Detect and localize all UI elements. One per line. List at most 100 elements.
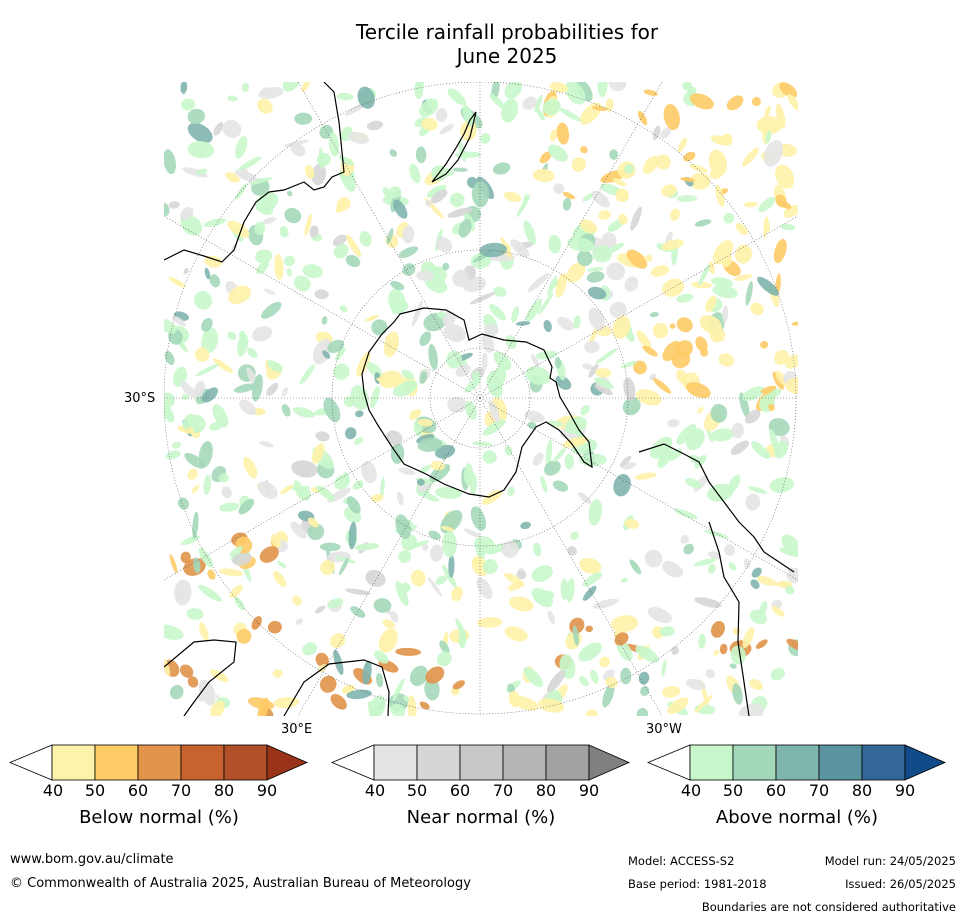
- probability-patch: [315, 652, 329, 668]
- probability-patch: [398, 550, 412, 563]
- probability-patch: [307, 517, 319, 528]
- probability-patch: [769, 477, 795, 493]
- probability-patch: [549, 82, 569, 93]
- probability-patch: [479, 242, 507, 258]
- probability-patch: [689, 164, 708, 173]
- probability-patch: [543, 319, 552, 333]
- probability-patch: [689, 93, 714, 110]
- probability-patch: [588, 307, 605, 331]
- probability-patch: [676, 293, 694, 303]
- probability-patch: [655, 154, 671, 170]
- probability-patch: [599, 656, 611, 668]
- probability-patch: [414, 82, 424, 99]
- probability-patch: [218, 473, 229, 483]
- tick-label: 60: [127, 781, 149, 800]
- probability-patch: [707, 563, 716, 574]
- probability-patch: [515, 321, 531, 326]
- probability-patch: [533, 542, 542, 557]
- probability-patch: [184, 452, 205, 469]
- probability-patch: [469, 292, 496, 305]
- probability-patch: [383, 331, 400, 358]
- probability-patch: [780, 223, 796, 231]
- probability-patch: [355, 410, 364, 418]
- probability-patch: [390, 703, 406, 716]
- probability-patch: [201, 327, 219, 354]
- probability-patch: [251, 616, 262, 630]
- probability-patch: [227, 95, 238, 102]
- above-normal-title: Above normal (%): [715, 807, 879, 828]
- probability-patch: [765, 130, 772, 144]
- probability-patch: [267, 620, 282, 634]
- probability-patch: [684, 477, 702, 489]
- probability-patch: [319, 124, 334, 139]
- probability-patch: [669, 208, 680, 221]
- probability-patch: [723, 212, 735, 224]
- probability-patch: [576, 82, 593, 102]
- model-run: Model run: 24/05/2025: [824, 854, 956, 868]
- probability-patch: [524, 410, 545, 423]
- probability-patch: [522, 96, 537, 110]
- probability-patch: [182, 167, 208, 178]
- tick-label: 40: [364, 781, 386, 800]
- colorbar-bin: [373, 744, 418, 781]
- probability-patch: [194, 290, 213, 310]
- probability-patch: [323, 397, 341, 423]
- probability-patch: [748, 486, 767, 494]
- probability-patch: [564, 453, 574, 470]
- probability-patch: [638, 671, 650, 685]
- tick-label: 50: [406, 781, 428, 800]
- probability-patch: [320, 559, 336, 576]
- probability-patch: [693, 558, 717, 567]
- probability-patch: [329, 633, 346, 649]
- probability-patch: [727, 474, 741, 494]
- probability-patch: [447, 207, 473, 218]
- probability-patch: [743, 201, 758, 208]
- probability-patch: [730, 645, 746, 665]
- probability-patch: [579, 557, 602, 574]
- probability-patch: [319, 542, 341, 552]
- probability-patch: [198, 584, 222, 602]
- probability-patch: [579, 219, 598, 234]
- probability-patch: [194, 347, 210, 362]
- probability-patch: [643, 89, 658, 96]
- lon-label-30w: 30°W: [646, 722, 682, 737]
- probability-patch: [344, 427, 357, 440]
- probability-patch: [587, 286, 607, 300]
- probability-patch: [366, 120, 384, 131]
- probability-patch: [540, 475, 548, 493]
- probability-patch: [168, 201, 180, 209]
- probability-patch: [259, 205, 274, 215]
- probability-patch: [630, 206, 642, 231]
- probability-patch: [257, 481, 278, 500]
- probability-patch: [744, 409, 761, 424]
- probability-patch: [704, 530, 730, 539]
- probability-patch: [750, 302, 764, 316]
- probability-patch: [657, 448, 673, 469]
- probability-patch: [187, 676, 199, 688]
- probability-patch: [730, 440, 750, 455]
- probability-patch: [198, 547, 213, 568]
- probability-patch: [577, 250, 593, 267]
- probability-patch: [251, 374, 263, 402]
- probability-patch: [435, 444, 456, 459]
- probability-patch: [371, 493, 384, 503]
- below-normal-ticks: 40 50 60 70 80 90: [9, 781, 309, 801]
- probability-patch: [169, 554, 178, 573]
- probability-patch: [446, 350, 462, 369]
- probability-patch: [425, 199, 432, 207]
- probability-patch: [419, 371, 428, 384]
- colorbar-bin: [861, 744, 906, 781]
- rainfall-probability-map: [164, 82, 798, 716]
- probability-patch: [547, 610, 556, 625]
- probability-patch: [545, 439, 553, 467]
- probability-patch: [634, 472, 657, 480]
- probability-patch: [489, 93, 506, 110]
- probability-patch: [403, 695, 410, 702]
- probability-patch: [787, 94, 798, 111]
- probability-patch: [266, 382, 279, 396]
- probability-patch: [784, 354, 798, 369]
- probability-patch: [422, 543, 429, 551]
- probability-patch: [221, 486, 232, 499]
- probability-patch: [277, 561, 287, 568]
- probability-patch: [726, 95, 744, 111]
